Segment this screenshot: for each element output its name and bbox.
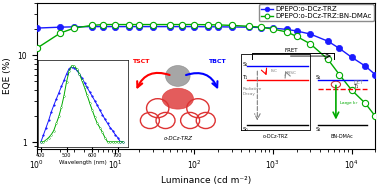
DPEPO:o-DCz-TRZ	[337, 47, 342, 49]
DPEPO:o-DCz-TRZ	[151, 26, 155, 28]
DPEPO:o-DCz-TRZ	[215, 26, 220, 28]
DPEPO:o-DCz-TRZ	[373, 74, 378, 76]
DPEPO:o-DCz-TRZ	[271, 27, 275, 29]
DPEPO:o-DCz-TRZ:BN-DMAc	[137, 24, 141, 26]
DPEPO:o-DCz-TRZ:BN-DMAc	[325, 58, 330, 60]
X-axis label: Luminance (cd m⁻²): Luminance (cd m⁻²)	[161, 176, 251, 185]
DPEPO:o-DCz-TRZ:BN-DMAc	[90, 24, 94, 27]
DPEPO:o-DCz-TRZ:BN-DMAc	[363, 102, 368, 105]
DPEPO:o-DCz-TRZ:BN-DMAc	[294, 35, 299, 37]
DPEPO:o-DCz-TRZ:BN-DMAc	[247, 25, 251, 27]
DPEPO:o-DCz-TRZ:BN-DMAc	[180, 24, 184, 26]
DPEPO:o-DCz-TRZ	[137, 26, 141, 28]
DPEPO:o-DCz-TRZ:BN-DMAc	[284, 31, 289, 33]
DPEPO:o-DCz-TRZ	[101, 26, 105, 28]
DPEPO:o-DCz-TRZ	[58, 26, 63, 28]
DPEPO:o-DCz-TRZ:BN-DMAc	[337, 74, 342, 76]
Line: DPEPO:o-DCz-TRZ: DPEPO:o-DCz-TRZ	[34, 24, 378, 78]
DPEPO:o-DCz-TRZ:BN-DMAc	[168, 24, 173, 26]
DPEPO:o-DCz-TRZ	[34, 27, 39, 29]
DPEPO:o-DCz-TRZ:BN-DMAc	[127, 24, 132, 26]
DPEPO:o-DCz-TRZ	[294, 30, 299, 32]
DPEPO:o-DCz-TRZ	[284, 28, 289, 30]
DPEPO:o-DCz-TRZ:BN-DMAc	[34, 47, 39, 49]
DPEPO:o-DCz-TRZ:BN-DMAc	[206, 24, 210, 26]
DPEPO:o-DCz-TRZ:BN-DMAc	[271, 28, 275, 30]
DPEPO:o-DCz-TRZ:BN-DMAc	[101, 24, 105, 26]
Line: DPEPO:o-DCz-TRZ:BN-DMAc: DPEPO:o-DCz-TRZ:BN-DMAc	[34, 21, 378, 119]
DPEPO:o-DCz-TRZ	[258, 26, 263, 29]
DPEPO:o-DCz-TRZ:BN-DMAc	[373, 115, 378, 117]
DPEPO:o-DCz-TRZ	[206, 26, 210, 28]
Y-axis label: EQE (%): EQE (%)	[3, 57, 12, 94]
DPEPO:o-DCz-TRZ	[90, 26, 94, 28]
DPEPO:o-DCz-TRZ	[349, 56, 354, 58]
DPEPO:o-DCz-TRZ:BN-DMAc	[308, 43, 313, 45]
Legend: DPEPO:o-DCz-TRZ, DPEPO:o-DCz-TRZ:BN-DMAc: DPEPO:o-DCz-TRZ, DPEPO:o-DCz-TRZ:BN-DMAc	[259, 4, 374, 21]
DPEPO:o-DCz-TRZ	[72, 26, 76, 28]
DPEPO:o-DCz-TRZ:BN-DMAc	[58, 32, 63, 34]
DPEPO:o-DCz-TRZ:BN-DMAc	[349, 89, 354, 91]
DPEPO:o-DCz-TRZ	[229, 26, 234, 28]
DPEPO:o-DCz-TRZ:BN-DMAc	[215, 24, 220, 26]
DPEPO:o-DCz-TRZ:BN-DMAc	[113, 24, 118, 26]
DPEPO:o-DCz-TRZ:BN-DMAc	[229, 24, 234, 27]
DPEPO:o-DCz-TRZ	[127, 26, 132, 28]
DPEPO:o-DCz-TRZ	[308, 33, 313, 35]
DPEPO:o-DCz-TRZ	[247, 26, 251, 28]
DPEPO:o-DCz-TRZ:BN-DMAc	[258, 26, 263, 28]
DPEPO:o-DCz-TRZ	[113, 26, 118, 28]
DPEPO:o-DCz-TRZ	[325, 40, 330, 42]
DPEPO:o-DCz-TRZ:BN-DMAc	[192, 24, 197, 26]
DPEPO:o-DCz-TRZ	[363, 65, 368, 67]
DPEPO:o-DCz-TRZ	[192, 26, 197, 28]
DPEPO:o-DCz-TRZ:BN-DMAc	[151, 24, 155, 26]
DPEPO:o-DCz-TRZ:BN-DMAc	[72, 27, 76, 29]
DPEPO:o-DCz-TRZ	[180, 26, 184, 28]
DPEPO:o-DCz-TRZ	[168, 26, 173, 28]
